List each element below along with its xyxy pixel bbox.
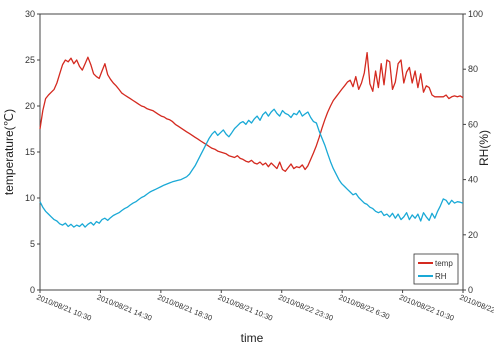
right-tick-label: 0 — [468, 285, 473, 295]
legend-label-rh: RH — [435, 272, 447, 281]
x-tick-label: 2010/08/22 10:30 — [398, 293, 456, 323]
right-tick-label: 20 — [468, 230, 478, 240]
left-tick-label: 25 — [25, 55, 35, 65]
y-axis-label-left: temperature(℃) — [2, 109, 16, 195]
left-tick-label: 0 — [30, 285, 35, 295]
right-tick-label: 100 — [468, 9, 483, 19]
series-line-rh — [39, 108, 464, 228]
right-tick-label: 60 — [468, 119, 478, 129]
series-line-temp — [39, 51, 464, 172]
x-tick-label: 2010/08/21 14:30 — [96, 293, 154, 323]
x-tick-label: 2010/08/22 6:30 — [337, 293, 391, 322]
y-axis-label-right: RH(%) — [477, 130, 491, 166]
left-tick-label: 20 — [25, 101, 35, 111]
right-tick-label: 80 — [468, 64, 478, 74]
legend-label-temp: temp — [435, 259, 453, 268]
left-axis-ticks: 0 5 10 15 20 25 30 — [25, 9, 40, 295]
legend: temp RH — [413, 253, 459, 285]
x-tick-label: 2010/08/22 14:30 — [458, 293, 494, 323]
legend-box — [413, 253, 459, 285]
x-axis-ticks: 2010/08/21 10:30 2010/08/21 14:30 2010/08/… — [35, 290, 494, 323]
right-axis-ticks: 0 20 40 60 80 100 — [463, 9, 483, 295]
x-tick-label: 2010/08/22 23:30 — [277, 293, 335, 323]
right-tick-label: 40 — [468, 175, 478, 185]
left-tick-label: 30 — [25, 9, 35, 19]
x-axis-label: time — [241, 331, 264, 342]
left-tick-label: 10 — [25, 193, 35, 203]
series-layer — [39, 51, 464, 228]
x-tick-label: 2010/08/21 18:30 — [156, 293, 214, 323]
left-tick-label: 15 — [25, 147, 35, 157]
x-tick-label: 2010/08/21 10:30 — [35, 293, 93, 323]
plot-area-frame — [39, 13, 464, 291]
left-tick-label: 5 — [30, 239, 35, 249]
x-tick-label: 2010/08/21 10:30 — [217, 293, 275, 323]
